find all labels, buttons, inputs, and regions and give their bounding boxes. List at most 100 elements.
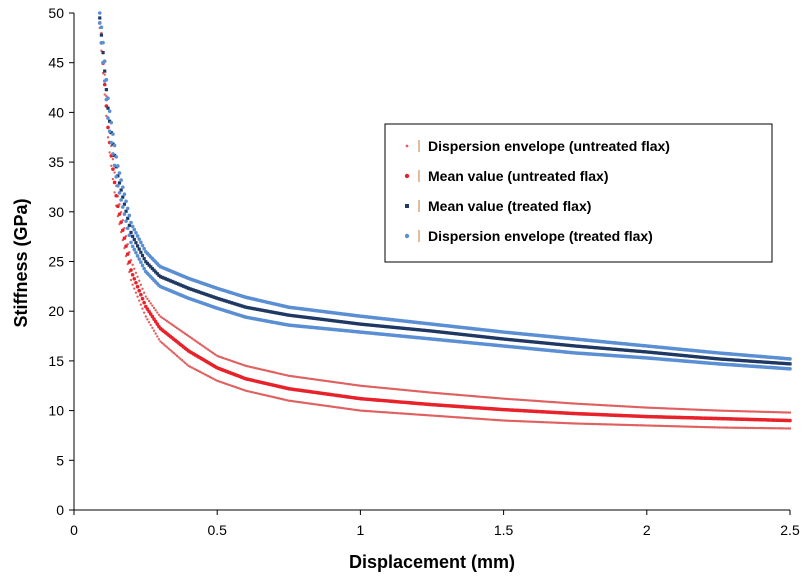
data-point bbox=[179, 357, 182, 360]
data-point bbox=[610, 347, 615, 351]
data-point bbox=[150, 266, 154, 271]
data-point bbox=[745, 359, 749, 363]
data-point bbox=[102, 79, 107, 83]
data-point bbox=[326, 318, 330, 322]
data-point bbox=[146, 297, 149, 301]
data-point bbox=[339, 320, 343, 324]
data-point bbox=[349, 321, 353, 325]
data-point bbox=[663, 352, 667, 356]
data-point bbox=[523, 339, 528, 343]
data-point bbox=[140, 253, 145, 258]
data-point bbox=[145, 261, 150, 266]
data-point bbox=[474, 334, 478, 338]
data-point bbox=[120, 228, 125, 232]
data-point bbox=[642, 350, 646, 354]
data-point bbox=[121, 195, 125, 199]
data-point bbox=[734, 358, 738, 362]
data-point bbox=[532, 340, 536, 344]
data-point bbox=[661, 351, 666, 356]
data-point bbox=[99, 33, 104, 37]
data-point bbox=[173, 281, 177, 285]
data-point bbox=[251, 306, 255, 311]
data-point bbox=[536, 340, 541, 345]
data-point bbox=[129, 240, 133, 245]
data-point bbox=[653, 351, 657, 355]
x-tick-label: 0 bbox=[70, 522, 78, 538]
data-point bbox=[771, 361, 776, 365]
data-point bbox=[139, 283, 143, 286]
data-point bbox=[711, 356, 715, 360]
data-point bbox=[111, 142, 115, 146]
data-point bbox=[459, 332, 463, 336]
x-axis-title: Displacement (mm) bbox=[349, 552, 515, 572]
data-point bbox=[110, 164, 113, 167]
data-point bbox=[609, 347, 613, 351]
data-point bbox=[612, 347, 616, 351]
data-point bbox=[410, 327, 414, 331]
data-point bbox=[573, 344, 577, 348]
data-point bbox=[421, 328, 426, 332]
data-point bbox=[280, 312, 284, 316]
data-point bbox=[453, 332, 457, 336]
data-point bbox=[274, 311, 278, 315]
data-point bbox=[502, 337, 506, 341]
data-point bbox=[321, 317, 325, 322]
data-point bbox=[132, 247, 137, 252]
data-point bbox=[181, 284, 186, 288]
data-point bbox=[125, 252, 130, 256]
data-point bbox=[183, 285, 187, 289]
data-point bbox=[295, 314, 299, 318]
data-point bbox=[112, 143, 117, 148]
data-point bbox=[175, 281, 179, 286]
data-point bbox=[122, 192, 127, 197]
data-point bbox=[604, 346, 608, 351]
y-tick-label: 40 bbox=[48, 104, 64, 120]
data-point bbox=[134, 250, 138, 255]
data-point bbox=[533, 340, 537, 344]
y-tick-label: 5 bbox=[56, 452, 64, 468]
data-point bbox=[602, 346, 606, 351]
data-point bbox=[645, 350, 649, 354]
series-4 bbox=[97, 11, 792, 361]
data-point bbox=[101, 50, 105, 55]
data-point bbox=[144, 295, 147, 298]
data-point bbox=[423, 328, 427, 333]
series-0 bbox=[98, 26, 792, 430]
data-point bbox=[395, 326, 399, 330]
data-point bbox=[724, 357, 728, 362]
data-point bbox=[104, 88, 108, 92]
data-point bbox=[605, 347, 610, 351]
data-point bbox=[182, 360, 185, 363]
data-point bbox=[247, 306, 251, 310]
data-point bbox=[208, 294, 212, 298]
data-point bbox=[559, 343, 564, 347]
data-point bbox=[157, 273, 161, 277]
data-point bbox=[219, 297, 223, 302]
data-point bbox=[136, 275, 139, 278]
data-point bbox=[655, 351, 659, 355]
data-point bbox=[129, 230, 133, 235]
data-point bbox=[615, 347, 620, 352]
data-point bbox=[231, 301, 235, 305]
data-point bbox=[757, 360, 761, 364]
data-point bbox=[221, 298, 225, 302]
data-point bbox=[492, 336, 496, 340]
data-point bbox=[101, 60, 105, 65]
data-point bbox=[430, 329, 434, 333]
data-point bbox=[185, 363, 189, 366]
data-point bbox=[576, 344, 580, 348]
data-point bbox=[407, 327, 411, 331]
data-point bbox=[140, 263, 145, 268]
data-point bbox=[269, 310, 273, 314]
data-point bbox=[648, 350, 652, 354]
data-point bbox=[617, 348, 621, 352]
x-tick-label: 1 bbox=[357, 522, 365, 538]
data-point bbox=[156, 335, 159, 338]
y-tick-label: 35 bbox=[48, 154, 64, 170]
data-point bbox=[134, 280, 138, 285]
axes: 0 5 10 15 20 25 30 35 40 45 50 0 0.5 1 1.5 2 2.5 bbox=[48, 5, 800, 538]
data-point bbox=[561, 343, 565, 347]
data-point bbox=[628, 349, 633, 353]
data-point bbox=[356, 322, 360, 326]
